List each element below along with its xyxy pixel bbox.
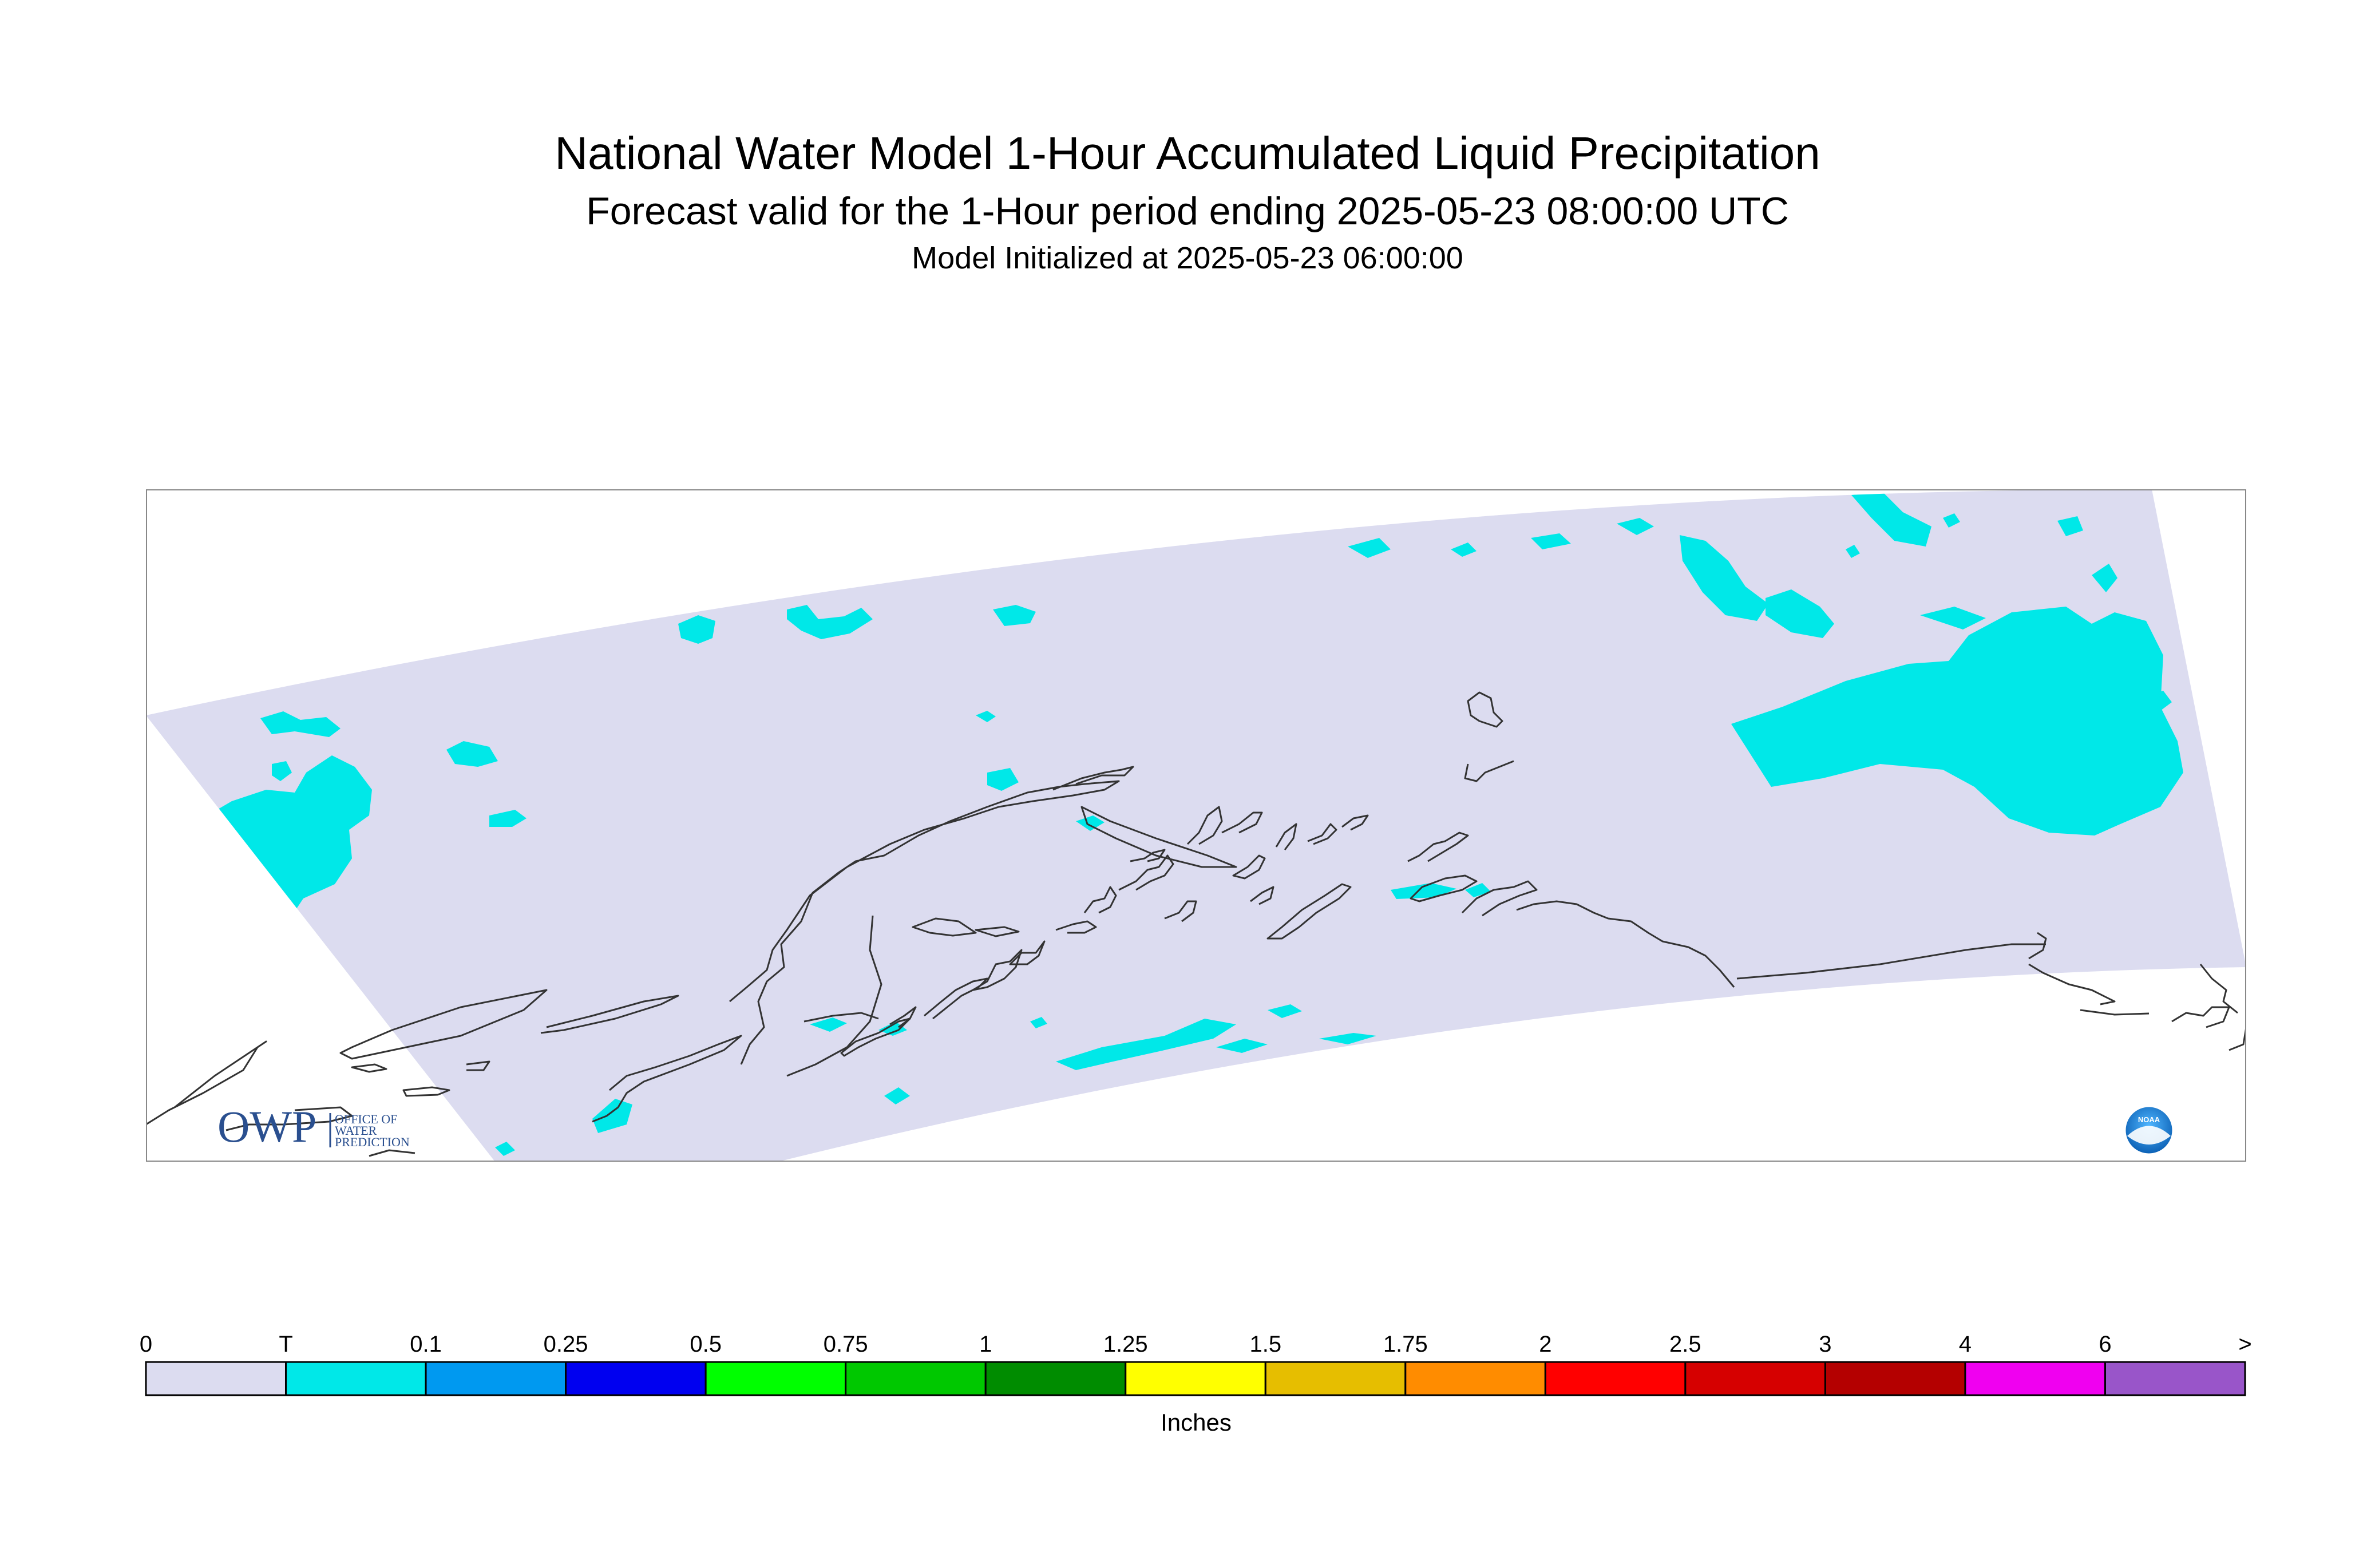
noaa-logo-text: NOAA — [2138, 1115, 2160, 1124]
model-domain — [146, 489, 2246, 1162]
model-init-time: Model Initialized at 2025-05-23 06:00:00 — [912, 241, 1463, 275]
legend-unit-label: Inches — [1161, 1409, 1232, 1436]
legend-tick-label: T — [279, 1332, 292, 1357]
legend-tick-label: 0.25 — [544, 1332, 588, 1357]
owp-logo-line-3: PREDICTION — [335, 1135, 410, 1149]
map-title: National Water Model 1-Hour Accumulated … — [555, 128, 1820, 179]
legend-bin-2 — [425, 1361, 567, 1396]
legend-tick-label: 1.25 — [1103, 1332, 1148, 1357]
legend-tick-label: 0.1 — [410, 1332, 442, 1357]
legend-bin-0 — [145, 1361, 287, 1396]
legend-bin-1 — [285, 1361, 427, 1396]
legend-tick-label: 2 — [1539, 1332, 1551, 1357]
map-frame — [146, 489, 2246, 1162]
legend-bin-12 — [1824, 1361, 1966, 1396]
owp-logo: OWP OFFICE OF WATER PREDICTION — [217, 1102, 410, 1151]
map-subtitle: Forecast valid for the 1-Hour period end… — [586, 189, 1789, 233]
legend-tick-label: 2.5 — [1669, 1332, 1701, 1357]
legend-bin-7 — [1125, 1361, 1266, 1396]
owp-logo-line-2: WATER — [335, 1123, 377, 1138]
noaa-logo: NOAA — [2124, 1105, 2174, 1155]
precipitation-map: OWP OFFICE OF WATER PREDICTION NOAA — [146, 489, 2246, 1162]
legend-tick-label: 0 — [140, 1332, 152, 1357]
legend-tick-label: 4 — [1959, 1332, 1972, 1357]
legend-tick-label: 3 — [1819, 1332, 1831, 1357]
legend-tick-label: 6 — [2099, 1332, 2111, 1357]
legend-tick-label: 1.5 — [1249, 1332, 1281, 1357]
legend-bin-14 — [2104, 1361, 2246, 1396]
legend-tick-label: 0.75 — [824, 1332, 868, 1357]
legend-tick-label: 0.5 — [690, 1332, 722, 1357]
legend-bin-8 — [1264, 1361, 1407, 1396]
owp-logo-line-1: OFFICE OF — [335, 1112, 397, 1126]
legend-bin-10 — [1544, 1361, 1687, 1396]
owp-logo-mark: OWP — [217, 1102, 316, 1151]
legend-tick-label: > — [2238, 1332, 2251, 1357]
legend-tick-label: 1.75 — [1383, 1332, 1428, 1357]
legend-bin-3 — [565, 1361, 707, 1396]
precipitation-legend: 0 T 0.1 0.25 0.5 0.75 1 1.25 1.5 1.75 2 2.5 3 4 6 > Inc… — [140, 1332, 2252, 1436]
legend-bin-9 — [1404, 1361, 1546, 1396]
legend-bin-11 — [1684, 1361, 1826, 1396]
legend-bin-4 — [704, 1361, 847, 1396]
legend-bin-5 — [845, 1361, 987, 1396]
legend-bin-6 — [984, 1361, 1127, 1396]
trace-precip-areas — [189, 492, 2183, 1156]
coastline — [146, 691, 2246, 1157]
legend-tick-label: 1 — [979, 1332, 992, 1357]
legend-bin-13 — [1964, 1361, 2106, 1396]
